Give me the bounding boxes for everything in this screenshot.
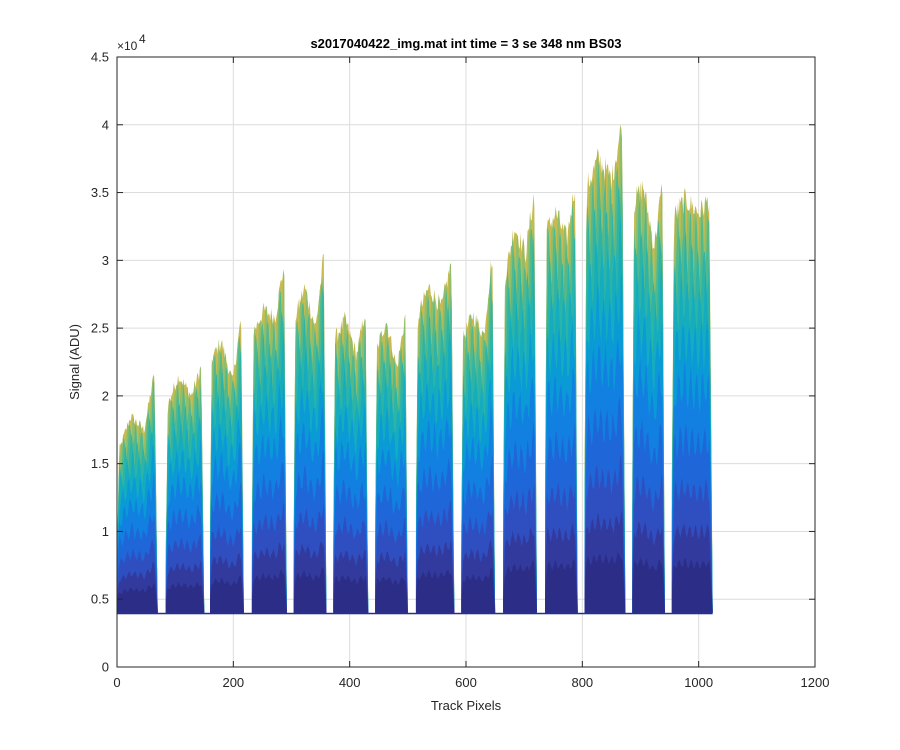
segment-10 xyxy=(545,192,578,613)
segment-12 xyxy=(632,180,665,613)
y-tick-label-9: 4.5 xyxy=(91,50,109,65)
x-tick-label-3: 600 xyxy=(455,675,477,690)
segment-7 xyxy=(415,263,455,613)
baseline-floor xyxy=(117,612,713,615)
x-tick-label-0: 0 xyxy=(113,675,120,690)
y-axis-label: Signal (ADU) xyxy=(67,324,82,400)
segment-1 xyxy=(165,366,205,613)
y-exponent-base: ×10 xyxy=(117,39,138,53)
chart-title: s2017040422_img.mat int time = 3 se 348 … xyxy=(310,36,621,51)
segment-0-band-0 xyxy=(117,582,158,613)
x-axis-label: Track Pixels xyxy=(431,698,502,713)
x-tick-label-1: 200 xyxy=(222,675,244,690)
segment-2 xyxy=(210,320,244,613)
y-tick-label-1: 0.5 xyxy=(91,592,109,607)
x-axis-ticks: 0 200 400 600 800 1000 1200 xyxy=(113,57,829,690)
segment-13 xyxy=(671,187,713,613)
segment-0 xyxy=(117,374,158,613)
x-tick-label-2: 400 xyxy=(339,675,361,690)
y-tick-label-8: 4 xyxy=(102,117,109,132)
segment-9 xyxy=(503,193,537,613)
y-tick-label-0: 0 xyxy=(102,660,109,675)
segment-5-band-0 xyxy=(333,575,369,613)
y-tick-label-4: 2 xyxy=(102,388,109,403)
y-tick-label-6: 3 xyxy=(102,253,109,268)
segment-6-band-0 xyxy=(375,576,408,613)
segment-10-band-0 xyxy=(545,559,578,613)
y-tick-label-7: 3.5 xyxy=(91,185,109,200)
segment-12-band-0 xyxy=(632,557,665,613)
y-exponent-power: 4 xyxy=(139,32,146,46)
y-tick-label-2: 1 xyxy=(102,524,109,539)
y-tick-label-3: 1.5 xyxy=(91,456,109,471)
segment-7-band-0 xyxy=(415,569,455,613)
x-tick-label-4: 800 xyxy=(571,675,593,690)
x-tick-label-6: 1200 xyxy=(801,675,830,690)
segment-3-band-0 xyxy=(251,569,287,613)
data-series xyxy=(117,124,713,615)
segment-3 xyxy=(251,268,287,613)
x-tick-label-5: 1000 xyxy=(684,675,713,690)
y-tick-label-5: 2.5 xyxy=(91,321,109,336)
segment-5 xyxy=(333,311,369,613)
segment-8 xyxy=(461,261,496,613)
segment-4-band-0 xyxy=(293,567,327,613)
y-axis-ticks: 0 0.5 1 1.5 2 2.5 3 3.5 4 4.5 xyxy=(91,50,815,675)
segment-1-band-0 xyxy=(165,581,205,613)
segment-11 xyxy=(584,124,626,613)
segment-9-band-0 xyxy=(503,560,537,613)
segment-6 xyxy=(375,314,408,613)
segment-2-band-0 xyxy=(210,575,244,613)
segment-13-band-0 xyxy=(671,557,713,613)
segment-4 xyxy=(293,253,327,613)
segment-11-band-0 xyxy=(584,552,626,613)
segment-8-band-0 xyxy=(461,567,496,613)
